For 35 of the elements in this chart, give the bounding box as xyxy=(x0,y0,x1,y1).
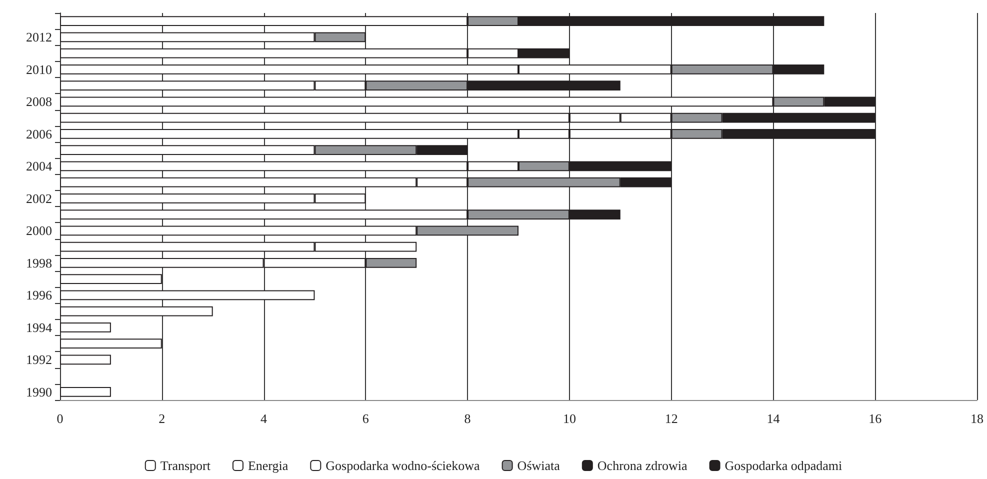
y-tick-label: 2000 xyxy=(26,223,52,238)
bar xyxy=(60,338,162,349)
x-tick-label: 12 xyxy=(664,411,678,426)
legend-label: Gospodarka odpadami xyxy=(724,458,842,473)
legend-label: Gospodarka wodno-ściekowa xyxy=(326,458,480,473)
y-tick-label: 2010 xyxy=(26,62,52,77)
y-tick-label: 2012 xyxy=(26,30,52,45)
bar xyxy=(60,322,111,332)
legend-label: Energia xyxy=(248,458,288,473)
x-tick-label: 6 xyxy=(362,411,370,426)
y-tick-label: 1990 xyxy=(26,384,52,400)
x-tick-label: 4 xyxy=(260,411,268,426)
y-tick-label: 2006 xyxy=(26,126,52,142)
legend-label: Transport xyxy=(160,458,211,473)
x-tick-label: 8 xyxy=(464,411,471,426)
y-tick-label: 1994 xyxy=(26,320,52,335)
y-tick-label: 1992 xyxy=(26,352,52,368)
bar xyxy=(60,290,315,300)
y-tick-label: 2002 xyxy=(26,190,52,206)
x-tick-label: 10 xyxy=(562,411,576,426)
bar xyxy=(60,354,111,365)
x-tick-label: 18 xyxy=(970,411,984,426)
bar xyxy=(60,306,213,316)
legend-label: Ochrona zdrowia xyxy=(597,458,688,473)
legend-label: Oświata xyxy=(517,458,560,473)
x-tick-label: 16 xyxy=(868,411,882,426)
bar xyxy=(60,274,162,284)
y-tick-label: 1998 xyxy=(26,255,52,270)
y-tick-label: 1996 xyxy=(26,288,52,303)
y-tick-label: 2008 xyxy=(26,94,52,110)
x-tick-label: 2 xyxy=(158,411,166,426)
bar xyxy=(60,386,111,397)
x-tick-label: 0 xyxy=(56,411,64,426)
x-tick-label: 14 xyxy=(766,411,780,426)
y-tick-label: 2004 xyxy=(26,158,52,174)
